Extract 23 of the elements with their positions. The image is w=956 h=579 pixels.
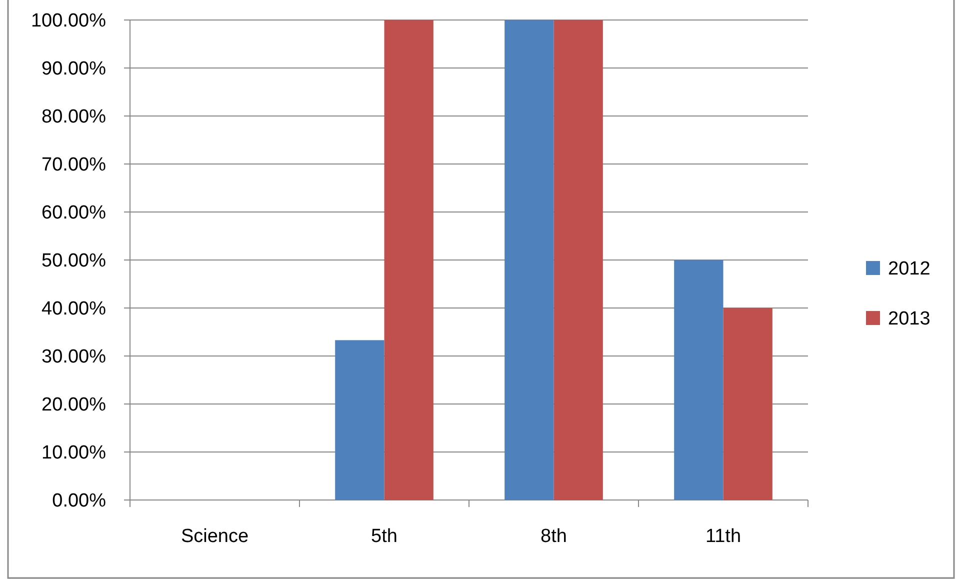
y-tick-label: 60.00% — [42, 202, 106, 224]
y-tick-label: 30.00% — [42, 346, 106, 368]
y-tick-label: 50.00% — [42, 250, 106, 272]
x-tick-label: Science — [180, 526, 249, 547]
y-tick-label: 40.00% — [42, 298, 106, 320]
bar — [554, 20, 603, 500]
y-tick-label: 10.00% — [42, 442, 106, 464]
bar — [674, 260, 724, 500]
y-tick-label: 100.00% — [30, 10, 106, 32]
y-tick-label: 0.00% — [52, 490, 106, 512]
y-tick-label: 90.00% — [42, 58, 106, 80]
bar — [504, 20, 554, 500]
bar — [384, 20, 434, 500]
bar — [723, 308, 772, 500]
bar — [335, 340, 384, 500]
y-tick-label: 20.00% — [42, 394, 106, 416]
x-tick-label: 5th — [371, 526, 398, 547]
legend-label: 2013 — [888, 308, 930, 330]
x-tick-label: 11th — [705, 526, 742, 547]
legend-label: 2012 — [888, 258, 930, 280]
y-tick-label: 80.00% — [42, 106, 106, 128]
x-tick-label: 8th — [540, 526, 567, 547]
y-tick-label: 70.00% — [42, 154, 106, 176]
